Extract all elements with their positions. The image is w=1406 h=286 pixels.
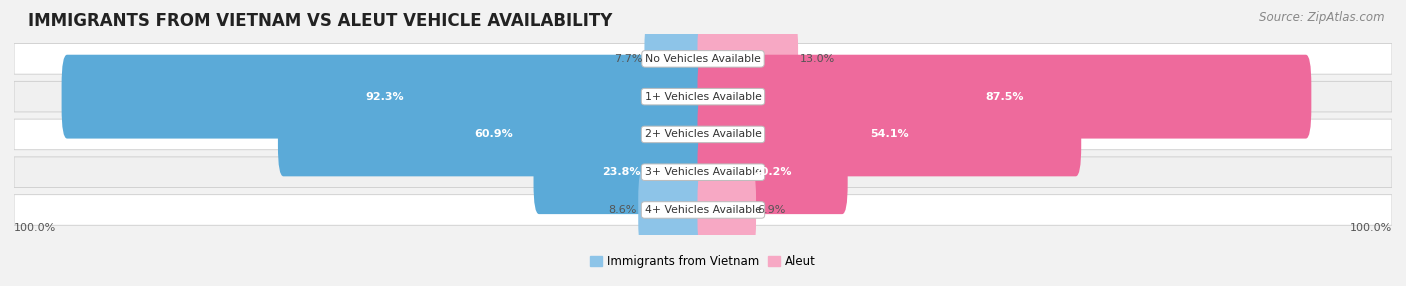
Text: Source: ZipAtlas.com: Source: ZipAtlas.com <box>1260 11 1385 24</box>
FancyBboxPatch shape <box>533 130 709 214</box>
Text: No Vehicles Available: No Vehicles Available <box>645 54 761 64</box>
Text: 8.6%: 8.6% <box>609 205 637 215</box>
Text: 13.0%: 13.0% <box>800 54 835 64</box>
FancyBboxPatch shape <box>14 157 1392 188</box>
Text: 2+ Vehicles Available: 2+ Vehicles Available <box>644 130 762 139</box>
FancyBboxPatch shape <box>697 92 1081 176</box>
FancyBboxPatch shape <box>697 168 756 252</box>
FancyBboxPatch shape <box>14 81 1392 112</box>
Text: 100.0%: 100.0% <box>1350 223 1392 233</box>
Text: 92.3%: 92.3% <box>366 92 405 102</box>
Text: 7.7%: 7.7% <box>614 54 643 64</box>
FancyBboxPatch shape <box>697 130 848 214</box>
Text: 60.9%: 60.9% <box>474 130 513 139</box>
FancyBboxPatch shape <box>697 55 1312 139</box>
Text: 87.5%: 87.5% <box>986 92 1024 102</box>
FancyBboxPatch shape <box>697 17 799 101</box>
FancyBboxPatch shape <box>14 119 1392 150</box>
FancyBboxPatch shape <box>62 55 709 139</box>
FancyBboxPatch shape <box>14 195 1392 225</box>
Text: 23.8%: 23.8% <box>602 167 640 177</box>
Text: 100.0%: 100.0% <box>14 223 56 233</box>
FancyBboxPatch shape <box>14 43 1392 74</box>
Text: 54.1%: 54.1% <box>870 130 908 139</box>
FancyBboxPatch shape <box>278 92 709 176</box>
Text: 4+ Vehicles Available: 4+ Vehicles Available <box>644 205 762 215</box>
Text: IMMIGRANTS FROM VIETNAM VS ALEUT VEHICLE AVAILABILITY: IMMIGRANTS FROM VIETNAM VS ALEUT VEHICLE… <box>28 12 612 30</box>
Text: 20.2%: 20.2% <box>754 167 792 177</box>
Text: 6.9%: 6.9% <box>758 205 786 215</box>
FancyBboxPatch shape <box>644 17 709 101</box>
FancyBboxPatch shape <box>638 168 709 252</box>
Text: 1+ Vehicles Available: 1+ Vehicles Available <box>644 92 762 102</box>
Text: 3+ Vehicles Available: 3+ Vehicles Available <box>644 167 762 177</box>
Legend: Immigrants from Vietnam, Aleut: Immigrants from Vietnam, Aleut <box>585 250 821 273</box>
